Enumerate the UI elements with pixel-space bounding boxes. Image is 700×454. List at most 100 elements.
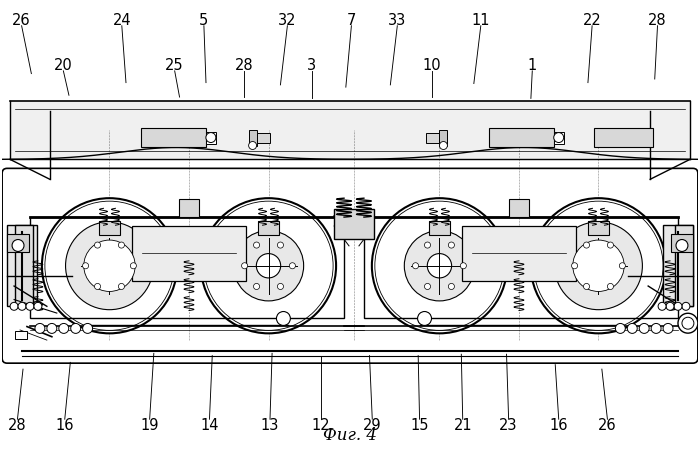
Text: 28: 28: [235, 58, 253, 73]
Text: 25: 25: [165, 58, 184, 73]
Circle shape: [682, 317, 694, 329]
Bar: [440, 129, 447, 145]
Text: 26: 26: [598, 418, 617, 433]
Bar: [15, 225, 33, 306]
Bar: [663, 225, 693, 306]
Circle shape: [674, 302, 682, 310]
Bar: [675, 225, 693, 306]
Bar: [99, 222, 120, 235]
Circle shape: [584, 242, 589, 248]
Circle shape: [241, 263, 248, 269]
Text: 3: 3: [307, 58, 316, 73]
Circle shape: [424, 283, 430, 290]
Text: 1: 1: [528, 58, 537, 73]
Circle shape: [571, 263, 577, 269]
Circle shape: [372, 198, 507, 333]
Circle shape: [412, 263, 419, 269]
Circle shape: [206, 133, 216, 143]
Text: 12: 12: [312, 418, 330, 433]
Bar: [179, 199, 199, 217]
Bar: [587, 222, 610, 235]
Circle shape: [10, 302, 18, 310]
Circle shape: [608, 242, 613, 248]
Circle shape: [59, 323, 69, 333]
Circle shape: [34, 302, 42, 310]
Circle shape: [461, 263, 466, 269]
Circle shape: [253, 242, 260, 248]
Text: 13: 13: [261, 418, 279, 433]
Circle shape: [84, 240, 135, 291]
Circle shape: [554, 133, 564, 143]
Circle shape: [47, 323, 57, 333]
Text: 21: 21: [454, 418, 472, 433]
Circle shape: [676, 240, 688, 252]
Bar: [132, 226, 246, 281]
Bar: [248, 129, 257, 145]
Text: 29: 29: [363, 418, 382, 433]
Polygon shape: [10, 101, 690, 159]
Bar: [554, 132, 564, 143]
Circle shape: [440, 142, 447, 149]
Bar: [7, 234, 29, 252]
Bar: [30, 217, 344, 318]
Text: 23: 23: [499, 418, 518, 433]
Circle shape: [18, 302, 26, 310]
Circle shape: [233, 231, 304, 301]
Circle shape: [651, 323, 661, 333]
Circle shape: [678, 313, 698, 333]
Bar: [426, 133, 440, 143]
Circle shape: [201, 198, 336, 333]
Bar: [489, 128, 554, 148]
Circle shape: [587, 254, 610, 278]
Text: 32: 32: [278, 13, 297, 28]
Circle shape: [97, 254, 122, 278]
Bar: [462, 226, 576, 281]
Circle shape: [427, 254, 452, 278]
Text: 16: 16: [550, 418, 568, 433]
Circle shape: [35, 323, 45, 333]
Circle shape: [608, 283, 613, 290]
Bar: [334, 209, 374, 239]
Text: 24: 24: [113, 13, 131, 28]
Circle shape: [130, 263, 136, 269]
Circle shape: [424, 242, 430, 248]
Bar: [428, 222, 450, 235]
Circle shape: [94, 242, 101, 248]
Circle shape: [620, 263, 625, 269]
Bar: [671, 234, 693, 252]
Circle shape: [584, 283, 589, 290]
Circle shape: [71, 323, 80, 333]
Text: 33: 33: [389, 13, 407, 28]
Text: 14: 14: [200, 418, 218, 433]
Circle shape: [26, 302, 34, 310]
Circle shape: [449, 283, 454, 290]
Circle shape: [554, 222, 643, 310]
Circle shape: [658, 302, 666, 310]
Circle shape: [42, 198, 177, 333]
Bar: [364, 217, 678, 318]
Bar: [206, 132, 216, 143]
Circle shape: [118, 242, 125, 248]
Circle shape: [256, 254, 281, 278]
Circle shape: [639, 323, 649, 333]
Bar: [7, 225, 37, 306]
Circle shape: [627, 323, 637, 333]
Circle shape: [12, 240, 24, 252]
Circle shape: [118, 283, 125, 290]
Bar: [509, 199, 529, 217]
Text: 7: 7: [346, 13, 356, 28]
Circle shape: [94, 283, 101, 290]
Circle shape: [74, 231, 145, 301]
Polygon shape: [2, 148, 698, 159]
Text: 11: 11: [472, 13, 490, 28]
Bar: [15, 331, 27, 339]
Text: 28: 28: [648, 13, 667, 28]
Circle shape: [253, 283, 260, 290]
Text: 22: 22: [582, 13, 601, 28]
Circle shape: [663, 323, 673, 333]
Circle shape: [666, 302, 674, 310]
Circle shape: [66, 222, 153, 310]
Text: 16: 16: [55, 418, 74, 433]
Text: 28: 28: [8, 418, 27, 433]
Text: 5: 5: [199, 13, 209, 28]
